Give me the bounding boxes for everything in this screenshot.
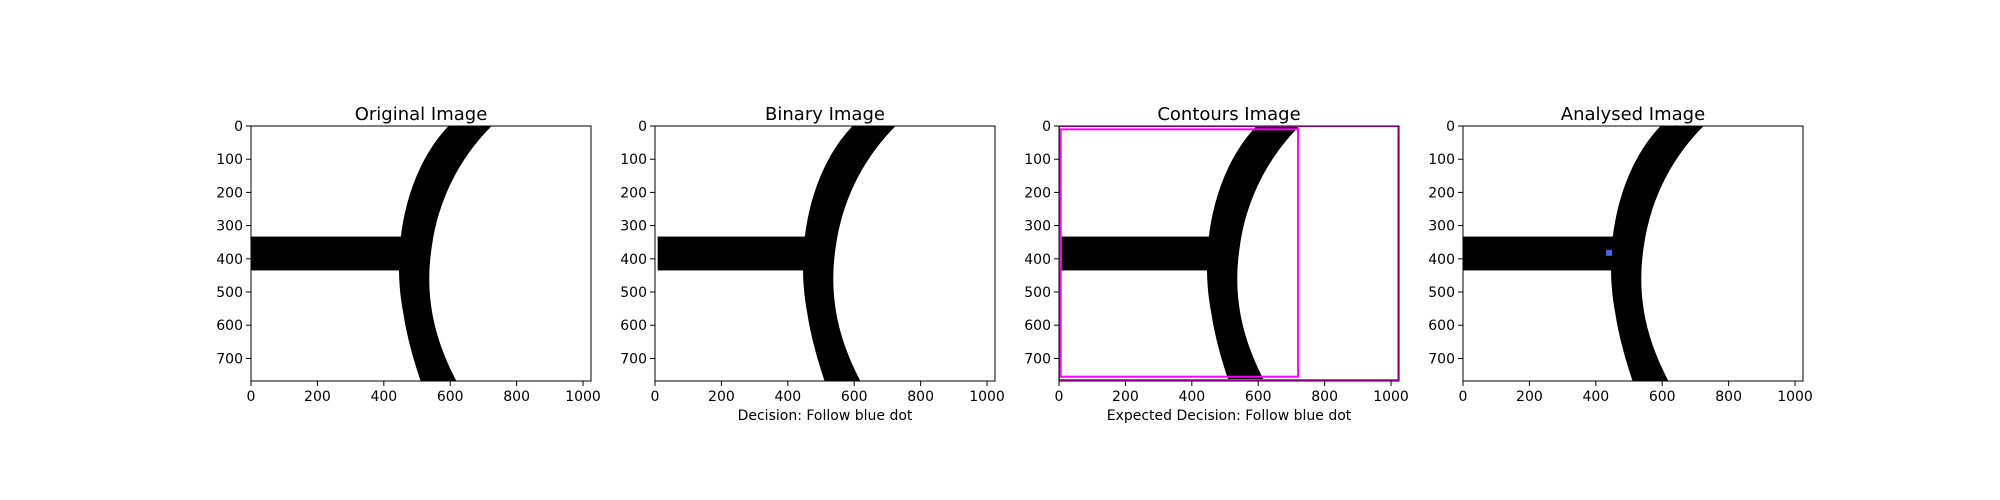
x-tick-label: 1000 bbox=[1777, 389, 1813, 405]
y-tick-label: 200 bbox=[1024, 185, 1051, 201]
y-tick-label: 700 bbox=[1024, 351, 1051, 367]
horizontal-stripe bbox=[251, 236, 404, 271]
curved-band bbox=[1610, 126, 1704, 381]
horizontal-stripe bbox=[657, 236, 808, 271]
x-tick-label: 400 bbox=[774, 389, 801, 405]
y-tick-label: 500 bbox=[620, 285, 647, 301]
image-content bbox=[251, 126, 492, 381]
horizontal-stripe bbox=[1061, 236, 1212, 271]
panel-contours: Contours Image Expected Decision: Follow… bbox=[1024, 104, 1409, 424]
y-tick-label: 500 bbox=[216, 285, 243, 301]
panel-original: Original Image 0 200 400 600 800 1000 0 100 200 3… bbox=[216, 104, 601, 405]
y-tick-label: 100 bbox=[1428, 152, 1455, 168]
y-tick-label: 300 bbox=[1428, 219, 1455, 235]
y-tick-label: 600 bbox=[1428, 318, 1455, 334]
y-tick-label: 100 bbox=[216, 152, 243, 168]
panel-caption: Expected Decision: Follow blue dot bbox=[1107, 408, 1352, 424]
panel-analysed: Analysed Image 0 200 400 600 800 1000 0 100 200 3… bbox=[1428, 104, 1813, 405]
y-tick-label: 300 bbox=[1024, 219, 1051, 235]
x-tick-label: 600 bbox=[1649, 389, 1676, 405]
x-tick-label: 800 bbox=[907, 389, 934, 405]
y-tick-label: 0 bbox=[1446, 119, 1455, 135]
y-tick-label: 0 bbox=[1042, 119, 1051, 135]
blue-dot bbox=[1606, 249, 1613, 256]
x-tick-label: 0 bbox=[651, 389, 660, 405]
y-tick-label: 200 bbox=[1428, 185, 1455, 201]
x-tick-label: 1000 bbox=[969, 389, 1005, 405]
x-tick-label: 1000 bbox=[1373, 389, 1409, 405]
panel-binary: Binary Image Decision: Follow blue dot 0… bbox=[620, 104, 1005, 424]
x-tick-label: 200 bbox=[1516, 389, 1543, 405]
y-tick-label: 300 bbox=[216, 219, 243, 235]
x-tick-label: 600 bbox=[1245, 389, 1272, 405]
y-tick-label: 100 bbox=[1024, 152, 1051, 168]
x-tick-label: 800 bbox=[1311, 389, 1338, 405]
panel-title: Original Image bbox=[355, 104, 488, 125]
x-tick-label: 800 bbox=[503, 389, 530, 405]
image-content bbox=[657, 126, 896, 381]
contour-box bbox=[1059, 128, 1300, 378]
curved-band bbox=[1206, 126, 1300, 381]
curved-band bbox=[398, 126, 492, 381]
y-tick-label: 700 bbox=[216, 351, 243, 367]
y-tick-label: 0 bbox=[234, 119, 243, 135]
contour-box bbox=[1059, 126, 1399, 381]
y-tick-label: 400 bbox=[620, 252, 647, 268]
x-tick-label: 400 bbox=[1178, 389, 1205, 405]
x-tick-label: 600 bbox=[841, 389, 868, 405]
x-tick-label: 800 bbox=[1715, 389, 1742, 405]
y-tick-label: 500 bbox=[1024, 285, 1051, 301]
y-tick-label: 100 bbox=[620, 152, 647, 168]
y-tick-label: 300 bbox=[620, 219, 647, 235]
axes-frame bbox=[1058, 125, 1400, 382]
x-tick-label: 200 bbox=[1112, 389, 1139, 405]
x-tick-label: 400 bbox=[1582, 389, 1609, 405]
y-tick-label: 600 bbox=[620, 318, 647, 334]
x-tick-label: 0 bbox=[247, 389, 256, 405]
x-tick-label: 200 bbox=[304, 389, 331, 405]
y-tick-label: 700 bbox=[620, 351, 647, 367]
image-content bbox=[1059, 126, 1399, 381]
image-content bbox=[1463, 126, 1704, 381]
y-tick-label: 400 bbox=[1024, 252, 1051, 268]
y-tick-label: 700 bbox=[1428, 351, 1455, 367]
axes-frame bbox=[250, 125, 592, 382]
y-tick-label: 600 bbox=[216, 318, 243, 334]
panel-caption: Decision: Follow blue dot bbox=[738, 408, 913, 424]
x-tick-label: 1000 bbox=[565, 389, 601, 405]
panel-title: Binary Image bbox=[765, 104, 885, 125]
curved-band bbox=[802, 126, 896, 381]
y-tick-label: 600 bbox=[1024, 318, 1051, 334]
panel-title: Contours Image bbox=[1157, 104, 1300, 125]
axes-frame bbox=[1462, 125, 1804, 382]
y-tick-label: 400 bbox=[1428, 252, 1455, 268]
x-tick-label: 600 bbox=[437, 389, 464, 405]
y-tick-label: 0 bbox=[638, 119, 647, 135]
horizontal-stripe bbox=[1463, 236, 1616, 271]
x-tick-label: 400 bbox=[370, 389, 397, 405]
y-tick-label: 200 bbox=[620, 185, 647, 201]
y-tick-label: 500 bbox=[1428, 285, 1455, 301]
y-tick-label: 200 bbox=[216, 185, 243, 201]
axes-frame bbox=[654, 125, 996, 382]
x-tick-label: 200 bbox=[708, 389, 735, 405]
panel-title: Analysed Image bbox=[1561, 104, 1705, 125]
x-tick-label: 0 bbox=[1055, 389, 1064, 405]
y-tick-label: 400 bbox=[216, 252, 243, 268]
x-tick-label: 0 bbox=[1459, 389, 1468, 405]
